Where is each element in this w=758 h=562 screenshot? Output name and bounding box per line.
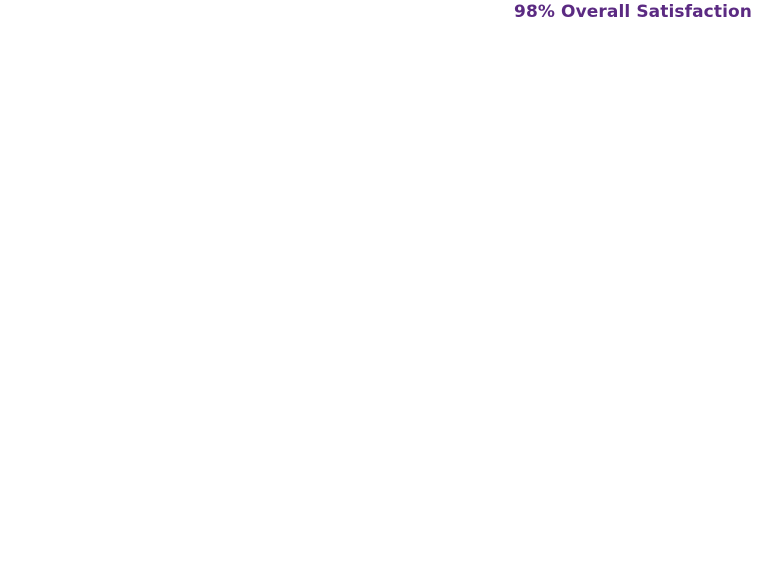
satisfaction-heading: 98% Overall Satisfaction <box>514 2 752 22</box>
